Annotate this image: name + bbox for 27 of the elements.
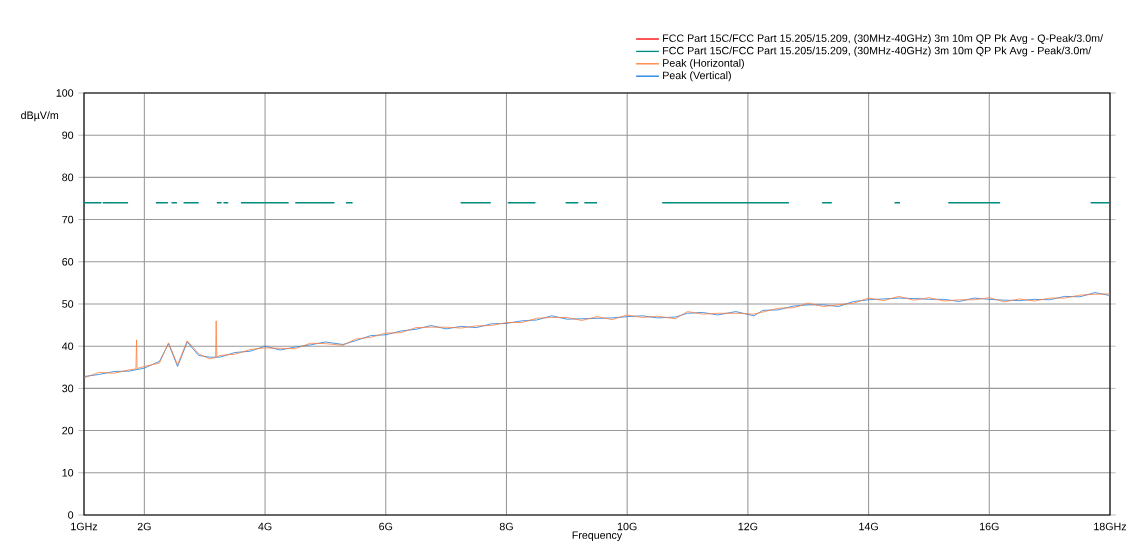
y-tick-label: 0: [68, 511, 74, 519]
x-tick-label: 10G: [617, 522, 637, 531]
x-tick-label: 8G: [499, 522, 513, 531]
y-tick-label: 70: [62, 215, 74, 224]
x-tick-label: 4G: [258, 522, 272, 531]
legend-label: FCC Part 15C/FCC Part 15.205/15.209, (30MHz-40GHz) 3m 10m QP Pk Avg - Peak/3.0m/: [663, 46, 1092, 57]
y-tick-label: 60: [62, 258, 74, 266]
y-tick-label: 80: [62, 173, 74, 182]
x-tick-label: 18GHz: [1094, 522, 1127, 531]
x-tick-label: 12G: [738, 522, 758, 531]
y-tick-label: 50: [62, 300, 74, 308]
y-tick-label: 90: [62, 131, 74, 139]
y-tick-label: 10: [62, 469, 74, 477]
legend-label: FCC Part 15C/FCC Part 15.205/15.209, (30MHz-40GHz) 3m 10m QP Pk Avg - Q-Peak/3.0m/: [663, 34, 1104, 45]
x-tick-label: 1GHz: [71, 522, 98, 531]
x-tick-label: 14G: [859, 522, 878, 531]
x-tick-label: 6G: [379, 522, 393, 531]
y-tick-label: 30: [62, 384, 74, 393]
x-axis-title: Frequency: [572, 531, 623, 541]
y-tick-label: 40: [62, 342, 74, 350]
legend-label: Peak (Horizontal): [663, 58, 744, 69]
y-tick-label: 20: [62, 426, 74, 435]
y-axis-title: dBµV/m: [21, 111, 59, 122]
x-tick-label: 16G: [980, 522, 999, 531]
legend-label: Peak (Vertical): [663, 71, 731, 82]
y-tick-label: 100: [56, 89, 74, 97]
x-tick-label: 2G: [137, 522, 151, 531]
